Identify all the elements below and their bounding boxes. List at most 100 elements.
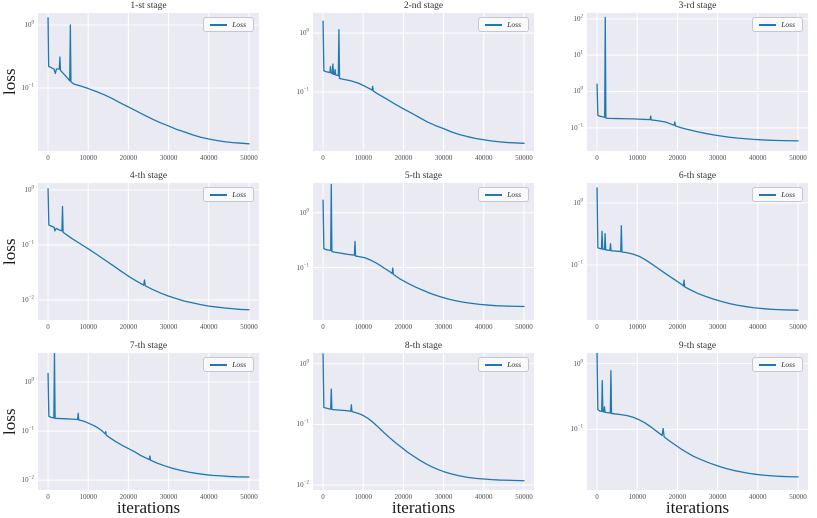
x-tick-label: 0: [321, 493, 325, 501]
loss-curve: [47, 17, 250, 145]
x-tick-label: 10000: [79, 493, 97, 501]
legend-label: Loss: [232, 20, 246, 29]
plot-canvas: [38, 353, 259, 490]
x-tick-label: 50000: [515, 323, 533, 331]
loss-line-swatch: [210, 193, 228, 196]
x-tick-label: 40000: [200, 323, 218, 331]
loss-curve: [596, 16, 799, 142]
x-tick-label: 0: [595, 493, 599, 501]
y-tick-label: 100: [24, 20, 35, 29]
y-tick-label: 100: [24, 377, 35, 386]
y-tick-label: 10−1: [21, 240, 34, 249]
y-tick-label: 10−2: [21, 475, 34, 485]
subplot-9-th-stage: Loss: [587, 353, 808, 490]
x-tick-label: 20000: [668, 154, 687, 162]
x-tick-label: 0: [321, 154, 325, 162]
y-tick-label: 100: [573, 359, 584, 368]
y-tick-label: 10−1: [296, 263, 309, 272]
x-axis-label: iterations: [665, 498, 730, 517]
x-axis-label: iterations: [116, 498, 181, 517]
subplot-8-th-stage: Loss: [313, 353, 534, 490]
x-tick-label: 10000: [628, 493, 646, 501]
plot-canvas: [587, 183, 808, 320]
legend-label: Loss: [507, 360, 521, 369]
x-tick-label: 30000: [159, 154, 178, 162]
subplot-4-th-stage: Loss: [38, 183, 259, 320]
plot-canvas: [587, 13, 808, 151]
x-tick-label: 20000: [119, 323, 138, 331]
legend-label: Loss: [781, 360, 795, 369]
legend: Loss: [478, 187, 529, 202]
legend: Loss: [752, 357, 803, 372]
subplot-title: 3-rd stage: [678, 1, 717, 11]
legend-label: Loss: [781, 20, 795, 29]
subplot-6-th-stage: Loss: [587, 183, 808, 320]
x-tick-label: 40000: [200, 154, 218, 162]
x-tick-label: 10000: [628, 154, 646, 162]
x-tick-label: 50000: [789, 323, 807, 331]
x-tick-label: 50000: [240, 323, 258, 331]
x-tick-label: 30000: [434, 493, 453, 501]
x-tick-label: 20000: [119, 154, 138, 162]
loss-line-swatch: [759, 193, 777, 196]
y-tick-label: 10−2: [21, 295, 34, 304]
x-tick-label: 0: [46, 493, 50, 501]
subplot-7-th-stage: Loss: [38, 353, 259, 490]
plot-canvas: [38, 13, 259, 151]
x-tick-label: 30000: [708, 493, 727, 501]
plot-canvas: [38, 183, 259, 320]
subplot-3-rd-stage: Loss: [587, 13, 808, 151]
subplot-5-th-stage: Loss: [313, 183, 534, 320]
x-tick-label: 10000: [628, 323, 646, 331]
subplot-title: 7-th stage: [129, 341, 168, 351]
loss-curve: [47, 353, 250, 478]
x-tick-label: 50000: [789, 493, 807, 501]
x-tick-label: 0: [321, 323, 325, 331]
y-tick-label: 10−1: [570, 123, 583, 132]
subplot-title: 9-th stage: [678, 341, 717, 351]
loss-line-swatch: [759, 363, 777, 366]
x-tick-label: 30000: [708, 323, 727, 331]
x-tick-label: 40000: [749, 154, 767, 162]
plot-canvas: [313, 13, 534, 151]
legend: Loss: [478, 17, 529, 32]
y-tick-label: 100: [299, 359, 310, 368]
y-tick-label: 10−1: [570, 260, 583, 270]
legend: Loss: [203, 17, 254, 32]
x-tick-label: 30000: [159, 323, 178, 331]
subplot-title: 8-th stage: [404, 341, 443, 351]
loss-line-swatch: [759, 23, 777, 26]
legend: Loss: [752, 187, 803, 202]
x-tick-label: 0: [595, 323, 599, 331]
subplot-title: 4-th stage: [129, 171, 168, 181]
y-tick-label: 10−2: [296, 480, 309, 490]
plot-canvas: [313, 353, 534, 490]
legend: Loss: [203, 187, 254, 202]
x-tick-label: 20000: [668, 323, 687, 331]
x-tick-label: 10000: [79, 154, 97, 162]
loss-line-swatch: [210, 363, 228, 366]
subplot-title: 5-th stage: [404, 171, 443, 181]
y-axis-label: loss: [0, 238, 19, 265]
loss-line-swatch: [210, 23, 228, 26]
x-tick-label: 50000: [515, 154, 533, 162]
x-tick-label: 10000: [354, 493, 372, 501]
plot-canvas: [587, 353, 808, 490]
legend-label: Loss: [232, 360, 246, 369]
x-tick-label: 30000: [434, 154, 453, 162]
y-tick-label: 10−1: [296, 420, 309, 429]
loss-curve: [322, 20, 525, 144]
y-tick-label: 100: [299, 28, 310, 38]
x-tick-label: 30000: [159, 493, 178, 501]
loss-line-swatch: [485, 23, 503, 26]
plot-canvas: [313, 183, 534, 320]
legend-label: Loss: [781, 190, 795, 199]
y-tick-label: 101: [573, 50, 584, 60]
y-axis-label: loss: [0, 68, 19, 96]
y-tick-label: 10−1: [570, 425, 583, 434]
y-tick-label: 102: [573, 14, 584, 23]
loss-curve: [596, 187, 799, 311]
subplot-1-st-stage: Loss: [38, 13, 259, 151]
subplot-title: 2-nd stage: [403, 1, 444, 11]
x-tick-label: 0: [46, 154, 50, 162]
